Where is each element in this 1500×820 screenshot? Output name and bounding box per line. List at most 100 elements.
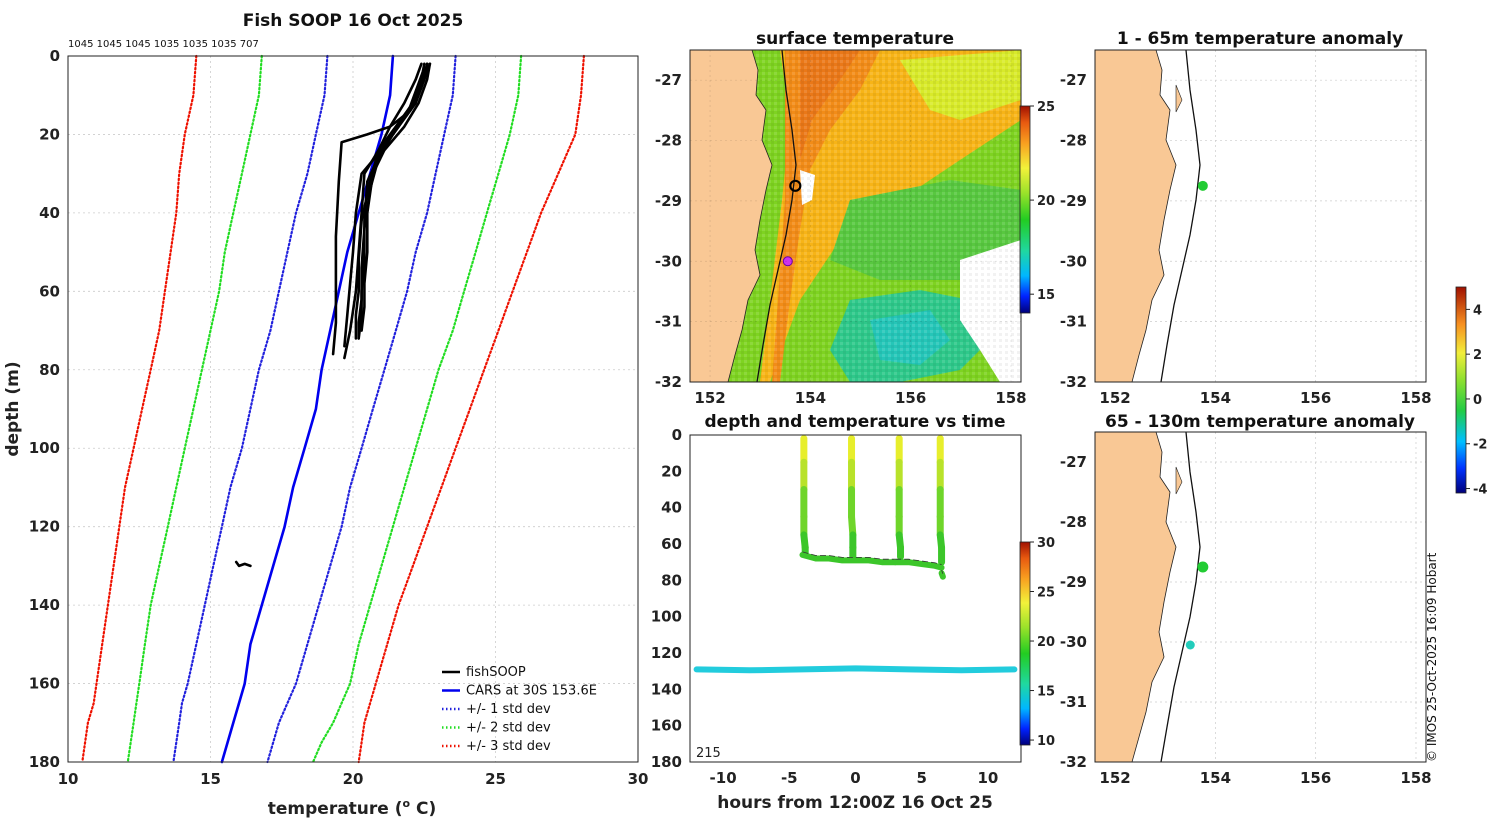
profile-frame [67,55,639,763]
time-depth-xtick-label: 5 [916,769,926,787]
profile-series-sd3 [357,54,586,764]
time-depth-corner-label: 215 [696,746,721,761]
map-ytick-label: -27 [1060,453,1087,471]
profile-series-cars [220,54,395,764]
sst-colorbar-ticks: 15 20 25 [1030,100,1055,303]
map-ytick-label: -28 [1060,132,1087,150]
legend-label: +/- 3 std dev [466,739,551,754]
profile-series-sd1 [266,54,457,764]
profile-xtick-label: 20 [343,770,364,788]
time-depth-xtick-label: -10 [710,769,737,787]
profile-panel: Fish SOOP 16 Oct 2025 1045 1045 1045 103… [3,11,648,819]
time-depth-ytick-label: 60 [661,535,682,553]
time-depth-ytick-label: 120 [651,644,682,662]
time-depth-xlabel: hours from 12:00Z 16 Oct 25 [717,793,993,813]
colorbar-tick-label: 25 [1037,586,1055,601]
time-depth-bottom-track [892,559,945,571]
anomaly-point [1197,180,1208,191]
map-ytick-label: -32 [655,373,682,391]
time-depth-xtick-label: -5 [781,769,798,787]
time-depth-ytick-label: 20 [661,462,682,480]
profile-series-sd2 [126,54,263,764]
anom-deep-frame [1094,431,1427,763]
map-xtick-label: 152 [694,389,725,407]
profile-series-obs [360,62,432,332]
map-ytick-label: -27 [655,71,682,89]
time-depth-ytick-label: 140 [651,680,682,698]
time-depth-bottom-dash [941,569,944,574]
map-ytick-label: -31 [1060,693,1087,711]
credit-text: © IMOS 25-Oct-2025 16:09 Hobart [1425,552,1439,762]
colorbar-tick-label: 0 [1473,393,1482,408]
colorbar-tick-label: 30 [1037,536,1055,551]
time-depth-ytick-label: 180 [651,753,682,771]
profile-ytick-label: 140 [29,596,60,614]
profile-series-obs [354,62,423,340]
colorbar-tick-label: 2 [1473,348,1482,363]
map-ytick-label: -31 [1060,313,1087,331]
profile-legend: fishSOOP CARS at 30S 153.6E +/- 1 std dev +… [442,665,597,754]
legend-label: +/- 2 std dev [466,721,551,736]
colorbar-tick-label: 15 [1037,685,1055,700]
map-ytick-label: -28 [1060,513,1087,531]
map-xtick-label: 154 [1200,389,1231,407]
time-depth-frame [689,434,1022,763]
map-xtick-label: 154 [1200,769,1231,787]
profile-xtick-label: 15 [200,770,221,788]
time-depth-ytick-label: 100 [651,608,682,626]
sst-map-panel: surface temperature 152 154 156 158 -27 -28 -2… [655,29,1055,407]
colorbar-tick-label: 25 [1037,100,1055,115]
profile-ytick-label: 60 [39,282,60,300]
sst-ticks: 152 154 156 158 -27 -28 -29 -30 -31 -32 [655,71,1027,407]
profile-grid [68,56,638,762]
map-xtick-label: 154 [795,389,826,407]
anom-shallow-ticks: 152 154 156 158 -27 -28 -29 -30 -31 -32 [1060,71,1432,407]
map-ytick-label: -29 [655,192,682,210]
legend-label: +/- 1 std dev [466,702,551,717]
map-xtick-label: 158 [1400,769,1431,787]
profile-xtick-label: 25 [485,770,506,788]
map-ytick-label: -29 [1060,192,1087,210]
time-depth-bottom-track [938,570,946,580]
colorbar-tick-label: 20 [1037,194,1055,209]
time-depth-ytick-label: 0 [672,426,682,444]
sst-marker-ring [789,179,802,192]
profile-series-obs [343,62,432,360]
profile-ytick-label: 20 [39,125,60,143]
colorbar-tick-label: 20 [1037,635,1055,650]
legend-label: fishSOOP [466,665,526,680]
map-xtick-label: 156 [1300,769,1331,787]
profile-ytick-label: 40 [39,204,60,222]
profile-series-sd3 [81,54,198,764]
map-ytick-label: -32 [1060,373,1087,391]
anom-shallow-coast [1095,50,1201,382]
profile-xtick-label: 30 [628,770,649,788]
profile-ytick-label: 180 [29,753,60,771]
colorbar-tick-label: 15 [1037,288,1055,303]
map-xtick-label: 152 [1099,389,1130,407]
profile-title: Fish SOOP 16 Oct 2025 [243,11,464,31]
time-depth-title: depth and temperature vs time [705,412,1006,432]
map-ytick-label: -31 [655,313,682,331]
profile-xtick-label: 10 [58,770,79,788]
time-depth-colorbar-ticks: 10 15 20 25 30 [1030,536,1055,749]
anom-shallow-title: 1 - 65m temperature anomaly [1117,29,1403,49]
map-xtick-label: 152 [1099,769,1130,787]
profile-xlabel: temperature (o C) [268,797,437,819]
map-ytick-label: -29 [1060,573,1087,591]
anom-shallow-frame [1094,49,1427,383]
time-depth-deep-line [693,665,1018,674]
map-ytick-label: -28 [655,132,682,150]
time-depth-bottom-track [799,551,899,566]
time-depth-colorbar [1019,541,1031,746]
map-xtick-label: 156 [895,389,926,407]
time-depth-xtick-label: 0 [850,769,860,787]
time-depth-ytick-label: 80 [661,571,682,589]
map-xtick-label: 158 [1400,389,1431,407]
anomaly-colorbar-ticks: -4 -2 0 2 4 [1466,303,1487,498]
colorbar-tick-label: -2 [1473,438,1487,453]
colorbar-tick-label: 4 [1473,303,1482,318]
sst-colorbar [1019,105,1031,314]
sst-map-title: surface temperature [756,29,954,49]
legend-label: CARS at 30S 153.6E [466,684,597,699]
